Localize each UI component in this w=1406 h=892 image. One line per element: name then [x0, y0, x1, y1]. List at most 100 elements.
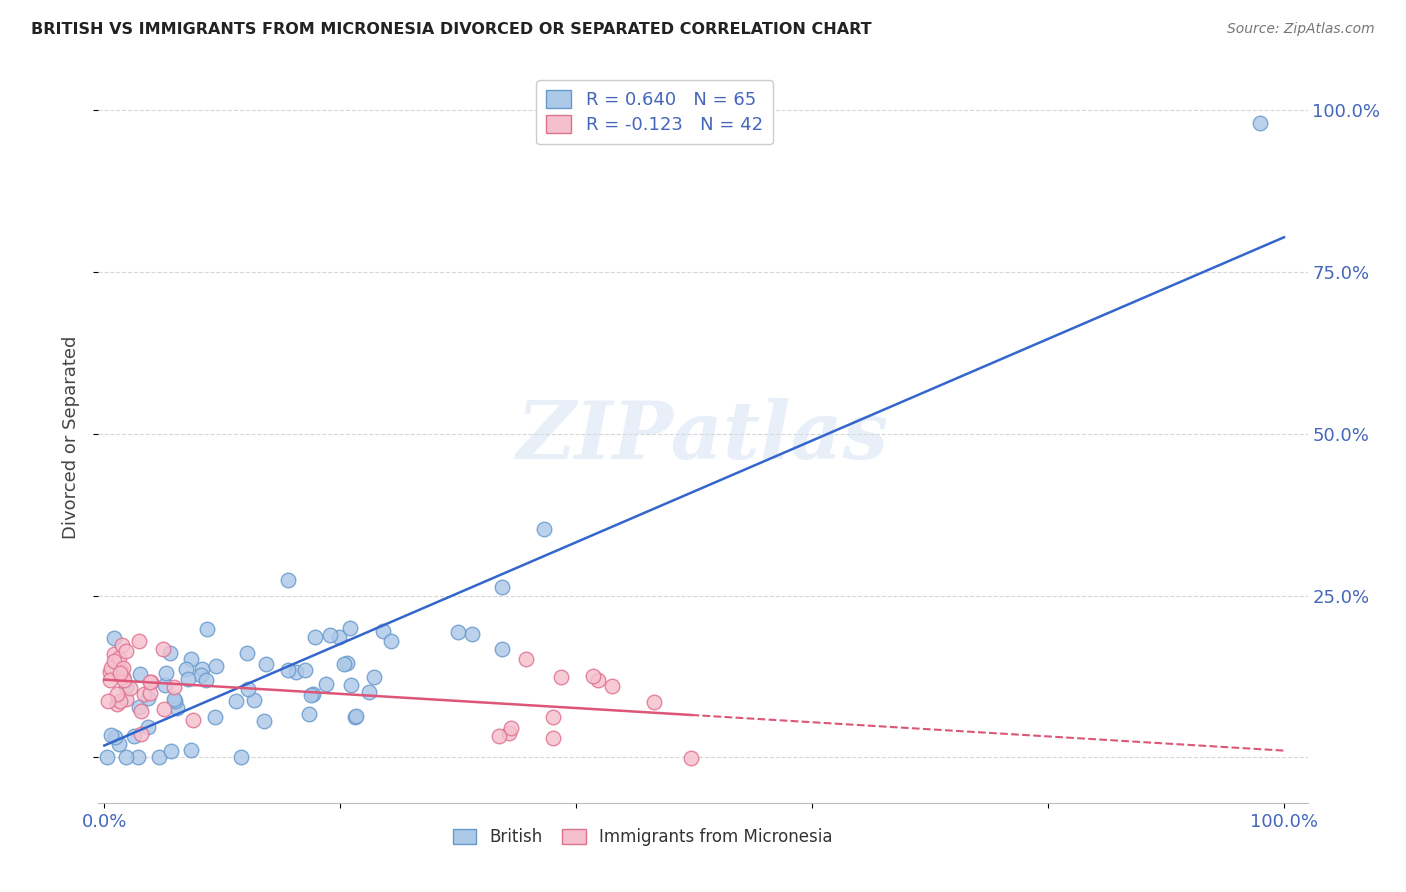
Point: [111, 670, 134, 684]
Point: [148, 750, 170, 764]
Point: [1249, 116, 1271, 130]
Point: [155, 665, 177, 680]
Point: [533, 522, 555, 536]
Text: BRITISH VS IMMIGRANTS FROM MICRONESIA DIVORCED OR SEPARATED CORRELATION CHART: BRITISH VS IMMIGRANTS FROM MICRONESIA DI…: [31, 22, 872, 37]
Point: [359, 685, 381, 699]
Y-axis label: Divorced or Separated: Divorced or Separated: [62, 335, 80, 539]
Point: [195, 673, 218, 687]
Point: [97, 694, 120, 708]
Point: [319, 628, 342, 642]
Point: [129, 727, 152, 741]
Point: [491, 580, 513, 594]
Point: [254, 657, 277, 671]
Point: [111, 661, 134, 675]
Point: [103, 631, 125, 645]
Point: [294, 664, 316, 678]
Point: [174, 662, 197, 676]
Point: [139, 675, 162, 690]
Point: [304, 631, 326, 645]
Point: [128, 634, 150, 648]
Point: [108, 666, 131, 681]
Point: [340, 678, 363, 692]
Point: [253, 714, 276, 728]
Point: [285, 665, 308, 679]
Point: [98, 673, 121, 688]
Point: [191, 662, 214, 676]
Point: [108, 737, 131, 751]
Point: [159, 743, 181, 757]
Point: [98, 665, 121, 679]
Point: [100, 661, 122, 675]
Point: [681, 751, 703, 765]
Point: [108, 650, 131, 665]
Point: [129, 704, 152, 718]
Point: [491, 642, 513, 657]
Point: [328, 630, 350, 644]
Point: [136, 691, 159, 706]
Point: [115, 644, 138, 658]
Point: [177, 672, 200, 686]
Point: [600, 679, 623, 693]
Point: [344, 709, 367, 723]
Point: [96, 750, 118, 764]
Point: [115, 750, 138, 764]
Point: [132, 687, 155, 701]
Point: [541, 710, 564, 724]
Point: [180, 743, 202, 757]
Point: [343, 710, 366, 724]
Point: [336, 656, 359, 670]
Point: [333, 657, 356, 671]
Point: [163, 680, 186, 694]
Point: [139, 685, 162, 699]
Point: [111, 638, 134, 652]
Point: [298, 706, 321, 721]
Point: [139, 674, 162, 689]
Point: [128, 700, 150, 714]
Point: [190, 667, 212, 681]
Point: [153, 701, 176, 715]
Text: Source: ZipAtlas.com: Source: ZipAtlas.com: [1227, 22, 1375, 37]
Point: [515, 652, 537, 666]
Point: [103, 647, 125, 661]
Point: [586, 673, 609, 687]
Point: [181, 713, 204, 727]
Point: [363, 670, 385, 684]
Point: [371, 624, 394, 638]
Point: [498, 726, 520, 740]
Point: [153, 678, 176, 692]
Point: [103, 654, 125, 668]
Point: [105, 687, 128, 701]
Point: [129, 667, 152, 681]
Point: [195, 622, 218, 636]
Point: [488, 729, 510, 743]
Point: [110, 664, 132, 678]
Point: [127, 750, 149, 764]
Point: [122, 729, 145, 743]
Point: [461, 626, 484, 640]
Point: [582, 669, 605, 683]
Point: [277, 663, 299, 677]
Text: ZIPatlas: ZIPatlas: [517, 399, 889, 475]
Point: [136, 720, 159, 734]
Point: [112, 673, 135, 687]
Point: [277, 573, 299, 587]
Point: [447, 625, 470, 640]
Point: [243, 692, 266, 706]
Point: [163, 692, 186, 706]
Point: [166, 701, 188, 715]
Point: [105, 697, 128, 711]
Point: [380, 633, 402, 648]
Point: [100, 728, 122, 742]
Point: [299, 688, 322, 702]
Point: [104, 730, 127, 744]
Point: [205, 658, 228, 673]
Point: [339, 621, 361, 635]
Point: [643, 695, 665, 709]
Point: [115, 691, 138, 706]
Point: [108, 694, 131, 708]
Point: [315, 677, 337, 691]
Point: [159, 646, 181, 660]
Point: [180, 652, 202, 666]
Legend: British, Immigrants from Micronesia: British, Immigrants from Micronesia: [446, 822, 839, 853]
Point: [152, 642, 174, 657]
